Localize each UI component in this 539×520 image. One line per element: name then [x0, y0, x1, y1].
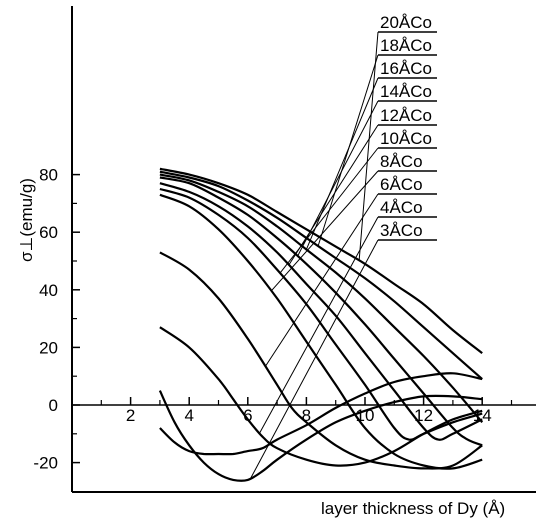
- x-tick-label: 2: [126, 406, 135, 425]
- series-leader-line: [305, 77, 379, 250]
- series-line: [159, 193, 483, 470]
- y-tick-label: 40: [39, 281, 58, 300]
- x-axis-title: layer thickness of Dy (Å): [321, 499, 505, 518]
- series-line: [159, 173, 484, 424]
- y-axis-title: σ⊥(emu/g): [17, 178, 36, 262]
- series-line: [159, 372, 483, 456]
- series-leader-line: [288, 124, 379, 266]
- series-leader-line: [259, 216, 379, 434]
- y-tick-label: 80: [39, 166, 58, 185]
- series-line: [159, 176, 483, 447]
- series-label: 3ÅCo: [380, 221, 423, 240]
- y-tick-label: 20: [39, 338, 58, 357]
- series-label: 16ÅCo: [380, 59, 432, 78]
- x-tick-label: 8: [302, 406, 311, 425]
- series-label: 4ÅCo: [380, 198, 423, 217]
- series-line: [159, 326, 483, 467]
- series-line: [159, 170, 483, 380]
- series-callouts: 20ÅCo 18ÅCo 16ÅCo 14ÅCo 12ÅCo 10ÅCo 8ÅCo 6ÅCo 4Å…: [250, 13, 437, 479]
- x-tick-label: 14: [473, 406, 492, 425]
- series-label: 14ÅCo: [380, 82, 432, 101]
- series-line: [158, 390, 483, 482]
- series-leader-line: [279, 147, 379, 274]
- series-line: [159, 251, 483, 470]
- series-leader-line: [250, 239, 379, 479]
- series-line: [159, 182, 483, 441]
- y-tick-label: 60: [39, 223, 58, 242]
- x-tick-label: 4: [184, 406, 193, 425]
- series-label: 6ÅCo: [380, 175, 423, 194]
- series-leader-line: [358, 31, 379, 261]
- series-leader-line: [264, 193, 379, 367]
- series-label: 10ÅCo: [380, 129, 432, 148]
- y-axis-ticks: 80 60 40 20 0 -20: [33, 166, 80, 473]
- series-label: 20ÅCo: [380, 13, 432, 32]
- series-label: 12ÅCo: [380, 106, 432, 125]
- x-tick-label: 6: [243, 406, 252, 425]
- y-tick-label: -20: [33, 454, 58, 473]
- x-tick-label: 12: [414, 406, 433, 425]
- y-tick-label: 0: [49, 396, 58, 415]
- series-leader-line: [270, 170, 379, 292]
- series-label: 18ÅCo: [380, 36, 432, 55]
- series-label: 8ÅCo: [380, 152, 423, 171]
